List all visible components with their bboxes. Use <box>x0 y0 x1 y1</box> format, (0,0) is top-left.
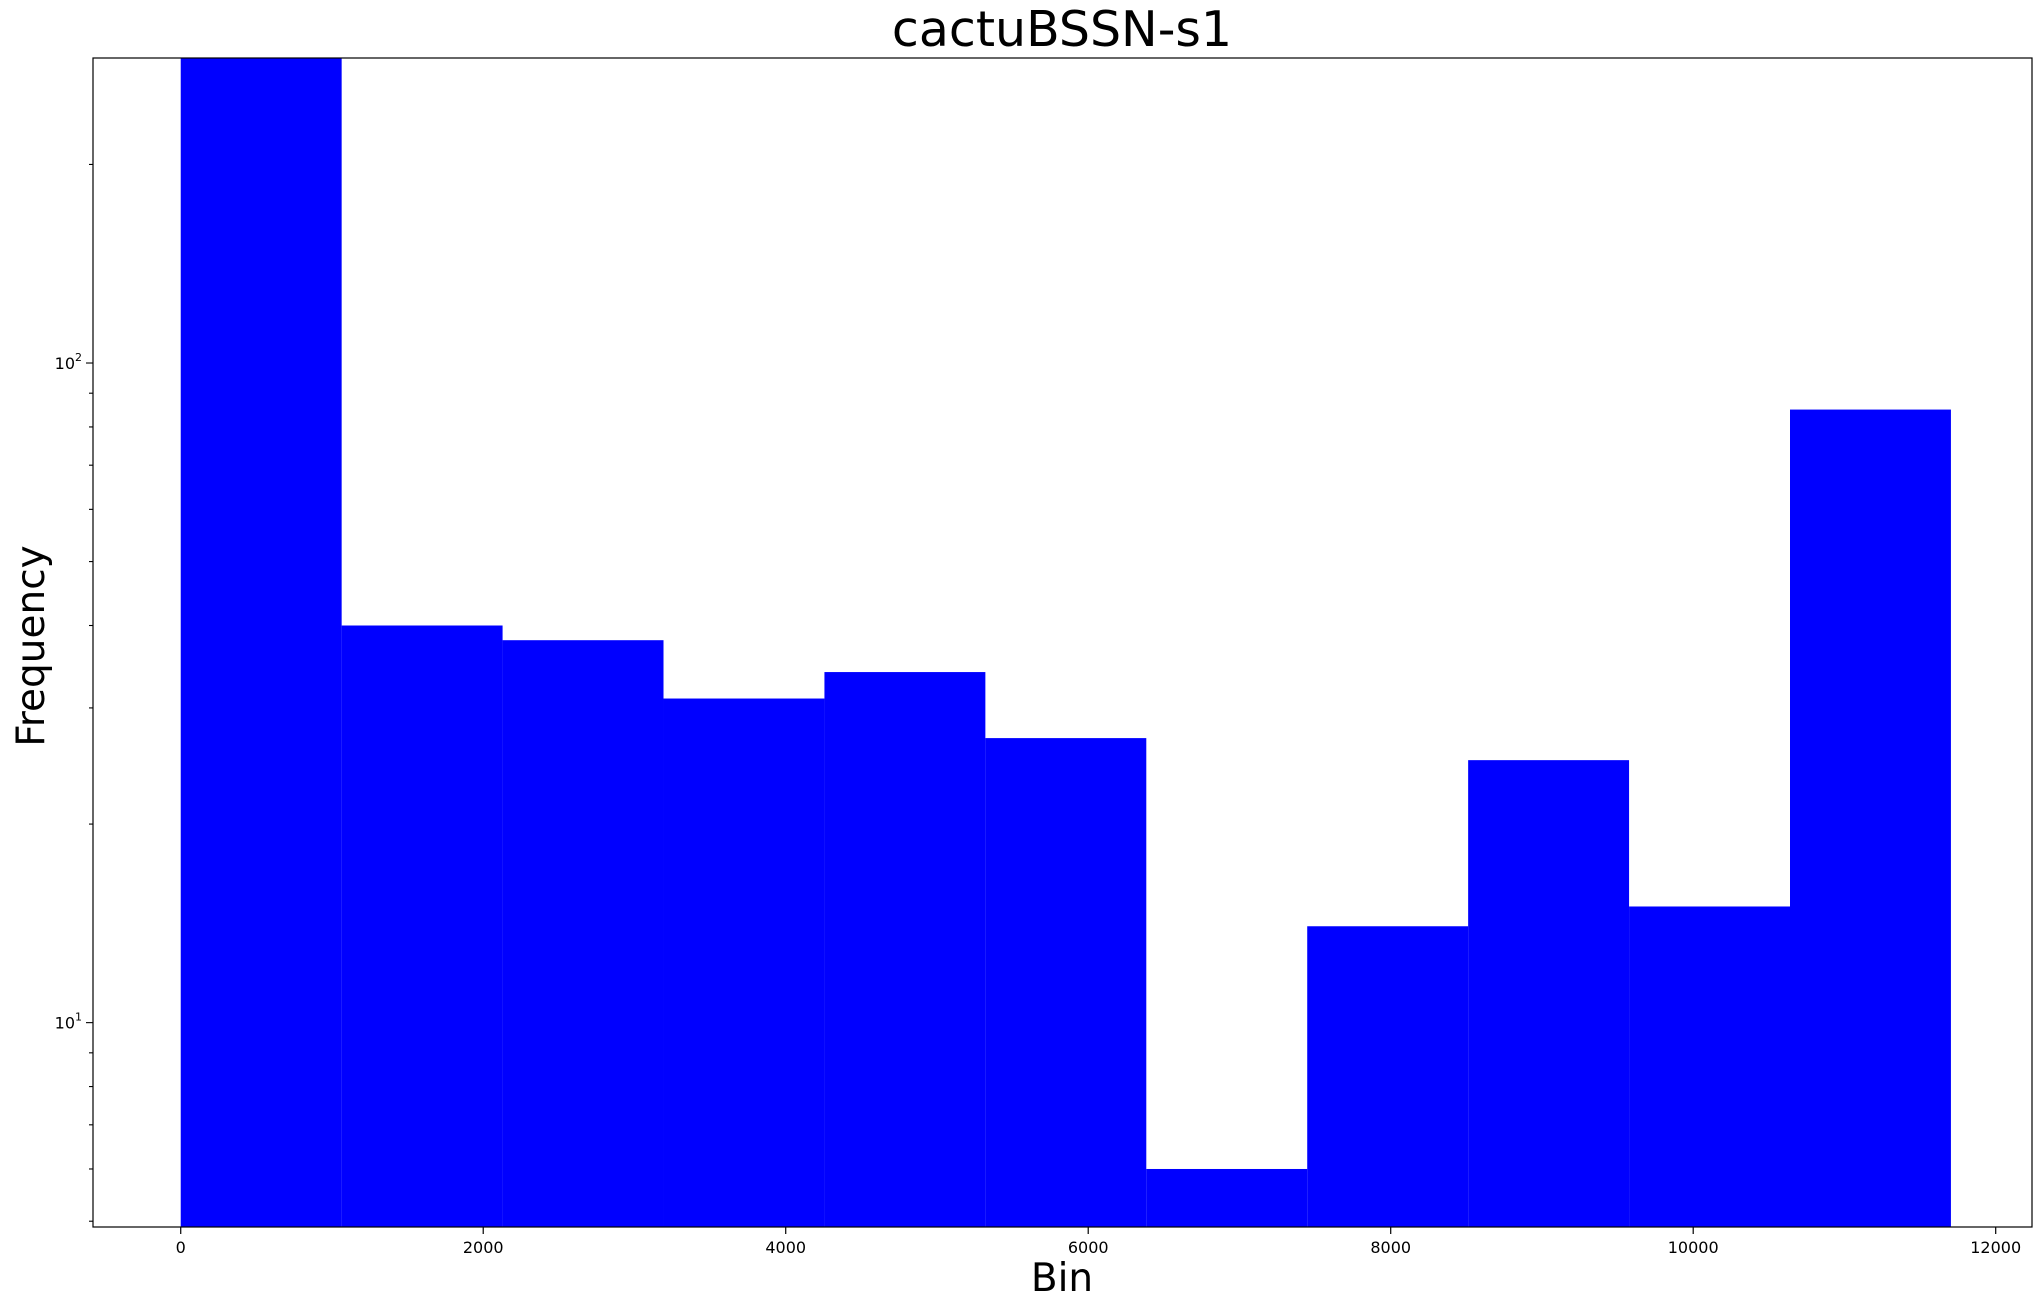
x-tick-label: 8000 <box>1370 1238 1411 1257</box>
histogram-bar-0 <box>180 58 342 1227</box>
plot-area-frame <box>92 57 2033 1228</box>
chart-title: cactuBSSN-s1 <box>892 1 1232 58</box>
x-tick-label: 4000 <box>765 1238 806 1257</box>
x-axis-ticks: 0 2000 4000 6000 8000 10000 12000 <box>176 1227 2021 1257</box>
bars-group <box>180 58 1951 1228</box>
y-axis-ticks: 101 102 <box>55 163 93 1222</box>
y-tick-label: 101 <box>55 1011 82 1033</box>
histogram-bar-6 <box>1146 1168 1308 1227</box>
x-tick-label: 10000 <box>1668 1238 1719 1257</box>
histogram-bar-5 <box>985 738 1147 1227</box>
x-tick-label: 12000 <box>1970 1238 2021 1257</box>
histogram-bar-7 <box>1307 926 1469 1227</box>
histogram-bar-2 <box>502 640 664 1227</box>
x-tick-label: 6000 <box>1068 1238 1109 1257</box>
x-tick-label: 0 <box>176 1238 186 1257</box>
y-axis-label: Frequency <box>9 545 54 746</box>
histogram-bar-8 <box>1468 760 1630 1227</box>
histogram-bar-3 <box>663 698 825 1227</box>
histogram-bar-9 <box>1629 906 1791 1227</box>
histogram-bar-10 <box>1790 409 1951 1228</box>
histogram-bar-4 <box>824 672 986 1227</box>
y-tick-label: 102 <box>55 351 82 373</box>
x-axis-label: Bin <box>1031 1256 1093 1301</box>
x-tick-label: 2000 <box>463 1238 504 1257</box>
histogram-bar-1 <box>341 625 503 1227</box>
